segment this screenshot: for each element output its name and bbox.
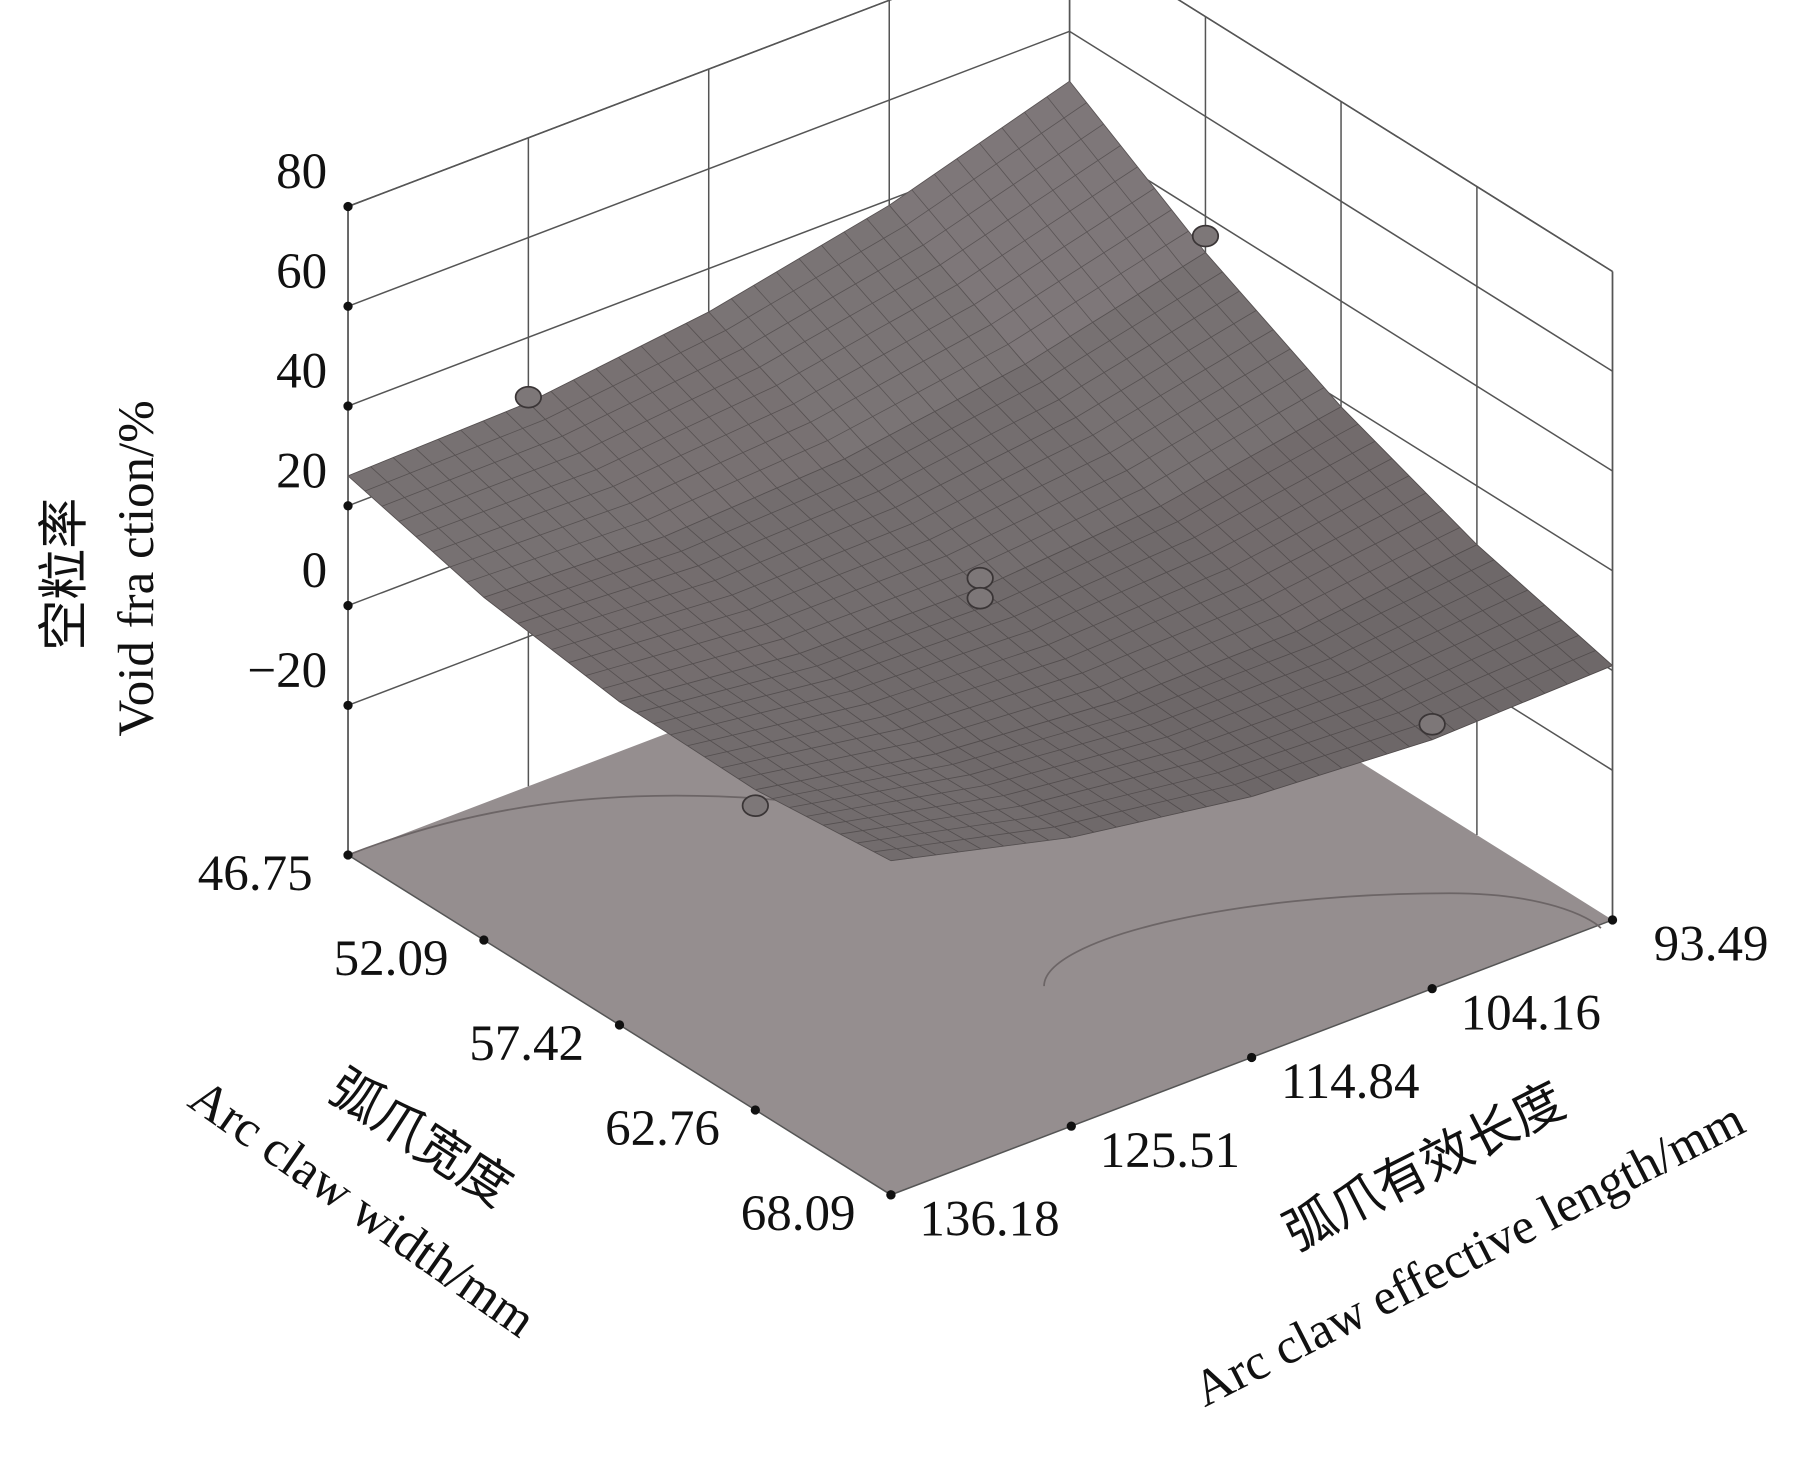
design-point — [966, 586, 994, 610]
design-point — [514, 385, 543, 409]
surface-mesh — [1115, 631, 1433, 797]
tick-mark — [343, 501, 353, 511]
tick-mark — [343, 850, 353, 860]
design-point — [741, 794, 769, 818]
y-tick-label: 104.16 — [1461, 985, 1601, 1041]
x-tick-label: 68.09 — [741, 1186, 856, 1242]
box-edge — [1177, 0, 1613, 273]
x-tick-label: 52.09 — [334, 931, 449, 987]
x-tick-label: 57.42 — [469, 1016, 584, 1072]
tick-mark — [1427, 984, 1437, 994]
y-tick-label: 93.49 — [1654, 917, 1769, 973]
y-tick-label: 114.84 — [1281, 1054, 1419, 1110]
tick-mark — [343, 600, 353, 611]
tick-mark — [750, 1105, 760, 1115]
tick-mark — [479, 935, 489, 945]
z-tick-label: 20 — [276, 443, 327, 499]
surface-mesh — [935, 700, 1252, 838]
grid-line — [1069, 130, 1613, 472]
surface-patch — [753, 753, 1073, 862]
tick-mark — [614, 1020, 625, 1030]
y-tick-label: 136.18 — [919, 1192, 1059, 1248]
tick-mark — [343, 401, 353, 411]
tick-mark — [1607, 915, 1618, 925]
box-edge — [347, 0, 893, 208]
z-axis-label: 空粒率 — [37, 498, 93, 651]
grid-line — [347, 30, 1070, 307]
design-point — [1191, 224, 1220, 248]
z-axis-label: Void fra ction/% — [109, 400, 165, 736]
grid-line — [1069, 30, 1613, 372]
tick-mark — [1066, 1121, 1076, 1131]
tick-mark — [1246, 1052, 1257, 1063]
z-tick-label: 0 — [302, 543, 328, 599]
z-tick-label: 60 — [276, 244, 327, 300]
x-tick-label: 46.75 — [198, 846, 313, 902]
z-tick-label: 40 — [276, 344, 327, 400]
z-tick-label: 80 — [276, 144, 327, 200]
tick-mark — [886, 1190, 896, 1200]
design-point — [1418, 712, 1446, 736]
tick-mark — [343, 301, 353, 311]
z-tick-label: −20 — [247, 643, 327, 699]
surface-mesh — [755, 753, 1072, 862]
design-point — [966, 566, 994, 590]
tick-mark — [343, 201, 353, 212]
surface-mesh — [1296, 544, 1613, 741]
y-tick-label: 125.51 — [1100, 1123, 1240, 1179]
x-tick-label: 62.76 — [605, 1101, 720, 1157]
tick-mark — [343, 700, 353, 710]
